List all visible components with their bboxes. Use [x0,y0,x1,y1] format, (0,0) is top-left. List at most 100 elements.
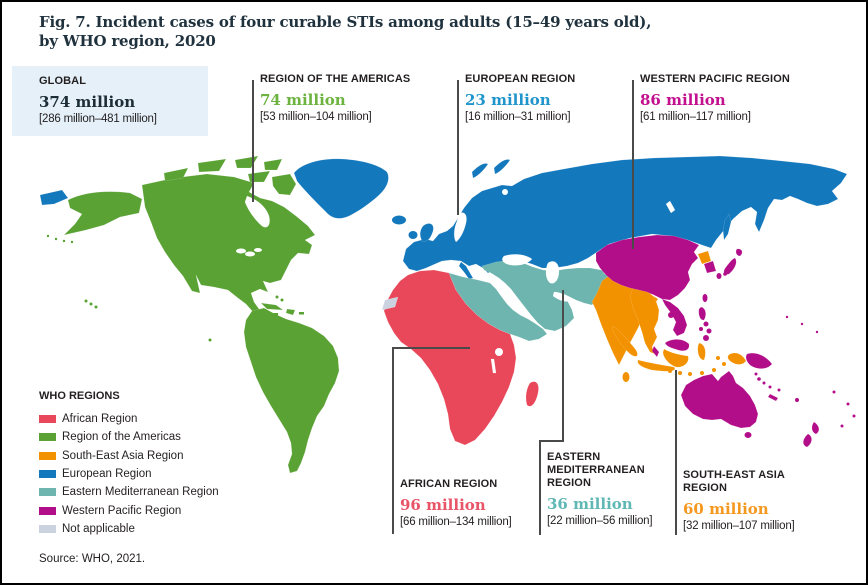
callout-european-value: 23 million [465,91,551,109]
legend-items: African Region Region of the Americas Sout… [39,410,219,538]
callout-wpacific-range: [61 million–117 million] [640,111,751,123]
kalimantan-shape [662,348,689,368]
callout-americas-value: 74 million [260,91,346,109]
hudson-bay [244,195,270,228]
legend-label: African Region [62,413,138,426]
source-note: Source: WHO, 2021. [39,553,146,565]
south-korea-shape [703,260,717,274]
global-label: GLOBAL [39,75,87,87]
global-stat-box: GLOBAL 374 million [286 million–481 mill… [12,66,208,136]
african-callout-line [392,347,394,534]
legend-item: South-East Asia Region [39,447,219,465]
taiwan-shape [702,294,708,302]
emed-callout-line-map [562,290,564,441]
callout-european-range: [16 million–31 million] [465,111,571,123]
callout-seasia-label: SOUTH-EAST ASIA REGION [683,469,785,494]
sumatra-shape [611,325,638,357]
legend-item: African Region [39,410,219,428]
callout-emed-value: 36 million [547,495,633,513]
legend: WHO REGIONS African Region Region of the … [39,390,219,538]
malaysia-borneo-shape [664,339,690,351]
region-americas-shapes [46,155,340,474]
novaya-zemlya-shape [493,159,511,175]
legend-swatch [39,524,56,533]
persian-gulf [552,291,571,302]
alaska-shape [63,191,143,236]
legend-swatch [39,433,56,442]
iceland-shape [392,215,406,225]
callout-americas: REGION OF THE AMERICAS 74 million [53 mi… [260,73,420,124]
region-european-shapes [39,155,848,280]
callout-african-range: [66 million–134 million] [400,516,512,528]
ireland-shape [408,231,418,239]
legend-item: Not applicable [39,520,219,538]
madagascar-shape [525,381,539,407]
callout-european-label: EUROPEAN REGION [465,73,576,85]
northeast-africa-shape [448,272,548,342]
png-shape [745,352,773,369]
callout-european: EUROPEAN REGION 23 million [16 million–3… [465,73,615,124]
australia-shape [680,370,759,429]
european-callout-line [457,80,459,215]
north-korea-shape [697,250,712,265]
lake-tanganyika [490,358,497,374]
legend-swatch [39,451,56,460]
baltic-sea [453,212,467,243]
lake-victoria [495,348,503,356]
global-range: [286 million–481 million] [39,113,157,125]
malay-peninsula-shape [651,345,660,358]
western-sahara-shape [381,296,399,311]
uk-shape [419,223,434,242]
legend-label: Western Pacific Region [62,504,182,517]
legend-label: Eastern Mediterranean Region [62,486,219,499]
legend-label: South-East Asia Region [62,449,184,462]
hainan-shape [668,312,674,318]
callout-wpacific-value: 86 million [640,91,726,109]
chukotka-west-shape [39,189,69,206]
legend-item: European Region [39,465,219,483]
tasmania-shape [744,432,752,438]
caspian-sea [545,261,560,284]
hispaniola-shape [285,308,296,316]
region-wpacific-shapes [595,234,856,448]
legend-label: Not applicable [62,522,135,535]
indochina-shape [661,298,688,337]
figure-title-line2: by WHO region, 2020 [39,32,216,50]
legend-label: Region of the Americas [62,431,181,444]
svalbard-shape [471,163,489,179]
legend-swatch [39,470,56,479]
white-sea [502,189,508,195]
lake-baikal [665,200,676,214]
water-overlays [236,189,754,374]
legend-label: European Region [62,468,152,481]
callout-seasia: SOUTH-EAST ASIA REGION 60 million [32 mi… [683,469,798,533]
new-caledonia-shape [767,393,779,402]
callout-african: AFRICAN REGION 96 million [66 million–13… [400,478,535,529]
americas-callout-line [252,80,254,202]
west-papua-shape [727,352,747,365]
emed-callout-line-horizontal [539,440,564,442]
sri-lanka-shape [622,372,630,382]
callout-african-value: 96 million [400,496,486,514]
wpacific-callout-line [632,80,634,249]
myanmar-thailand-shape [629,284,660,355]
callout-seasia-value: 60 million [683,500,769,518]
callout-emed-label: EASTERN MEDITERRANEAN REGION [547,451,645,489]
south-america-shape [243,307,340,474]
callout-wpacific: WESTERN PACIFIC REGION 86 million [61 mi… [640,73,815,124]
global-value: 374 million [39,93,136,111]
japan-hokkaido-shape [735,248,743,257]
nz-north-shape [811,421,820,435]
legend-swatch [39,415,56,424]
cuba-shape [260,302,284,311]
sakhalin-shape [722,213,732,241]
region-seasia-shapes [591,250,747,382]
legend-title: WHO REGIONS [39,390,120,402]
seasia-callout-line [675,370,677,535]
figure-title-line1: Fig. 7. Incident cases of four curable S… [39,13,652,31]
callout-seasia-range: [32 million–107 million] [683,520,795,532]
callout-african-label: AFRICAN REGION [400,478,498,490]
nz-south-shape [803,433,812,448]
callout-americas-label: REGION OF THE AMERICAS [260,73,411,85]
